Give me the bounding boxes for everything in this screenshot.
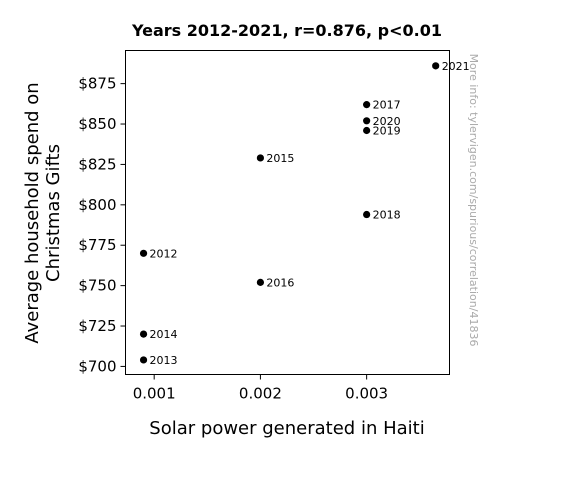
- data-point-2017: [363, 101, 371, 109]
- point-label-2020: 2020: [373, 115, 401, 128]
- x-tick-label: 0.002: [239, 385, 282, 403]
- point-label-2021: 2021: [442, 60, 470, 73]
- data-point-2019: [363, 126, 371, 135]
- y-tick-label: $775: [78, 236, 116, 254]
- x-tick-label: 0.003: [345, 385, 388, 403]
- point-label-2013: 2013: [150, 354, 178, 367]
- y-tick-label: $850: [78, 115, 116, 133]
- data-point-2018: [363, 210, 371, 219]
- y-tick-label: $825: [78, 155, 116, 173]
- data-point-2015: [256, 154, 265, 162]
- y-axis: $700 $725 $750 $775 $800 $825 $850 $875: [78, 75, 126, 375]
- y-tick-label: $750: [78, 277, 116, 295]
- point-label-2012: 2012: [150, 247, 178, 260]
- y-tick-label: $725: [78, 317, 116, 335]
- x-axis-label: Solar power generated in Haiti: [149, 418, 424, 439]
- point-label-2015: 2015: [266, 152, 294, 165]
- point-label-2018: 2018: [373, 209, 401, 222]
- y-tick-label: $700: [78, 357, 116, 375]
- y-axis-label-line-1: Average household spend on: [22, 82, 43, 343]
- x-axis: 0.001 0.002 0.003: [133, 374, 388, 403]
- plot-area: [125, 50, 450, 375]
- x-tick-label: 0.001: [133, 385, 176, 403]
- y-tick-label: $875: [78, 75, 116, 93]
- watermark-text: More info: tylervigen.com/spurious/corre…: [467, 54, 480, 347]
- data-point-2014: [139, 330, 148, 338]
- chart-title: Years 2012-2021, r=0.876, p<0.01: [131, 21, 442, 40]
- point-label-2014: 2014: [150, 328, 178, 341]
- point-label-2016: 2016: [266, 276, 294, 289]
- data-point-2013: [139, 356, 148, 364]
- data-point-2012: [139, 249, 148, 257]
- point-label-2017: 2017: [373, 99, 401, 112]
- y-axis-label-line-2: Christmas Gifts: [43, 144, 64, 282]
- data-point-2021: [432, 62, 440, 70]
- data-point-2016: [256, 278, 265, 286]
- y-tick-label: $800: [78, 196, 116, 214]
- data-point-2020: [363, 117, 371, 125]
- point-label-2019: 2019: [373, 124, 401, 137]
